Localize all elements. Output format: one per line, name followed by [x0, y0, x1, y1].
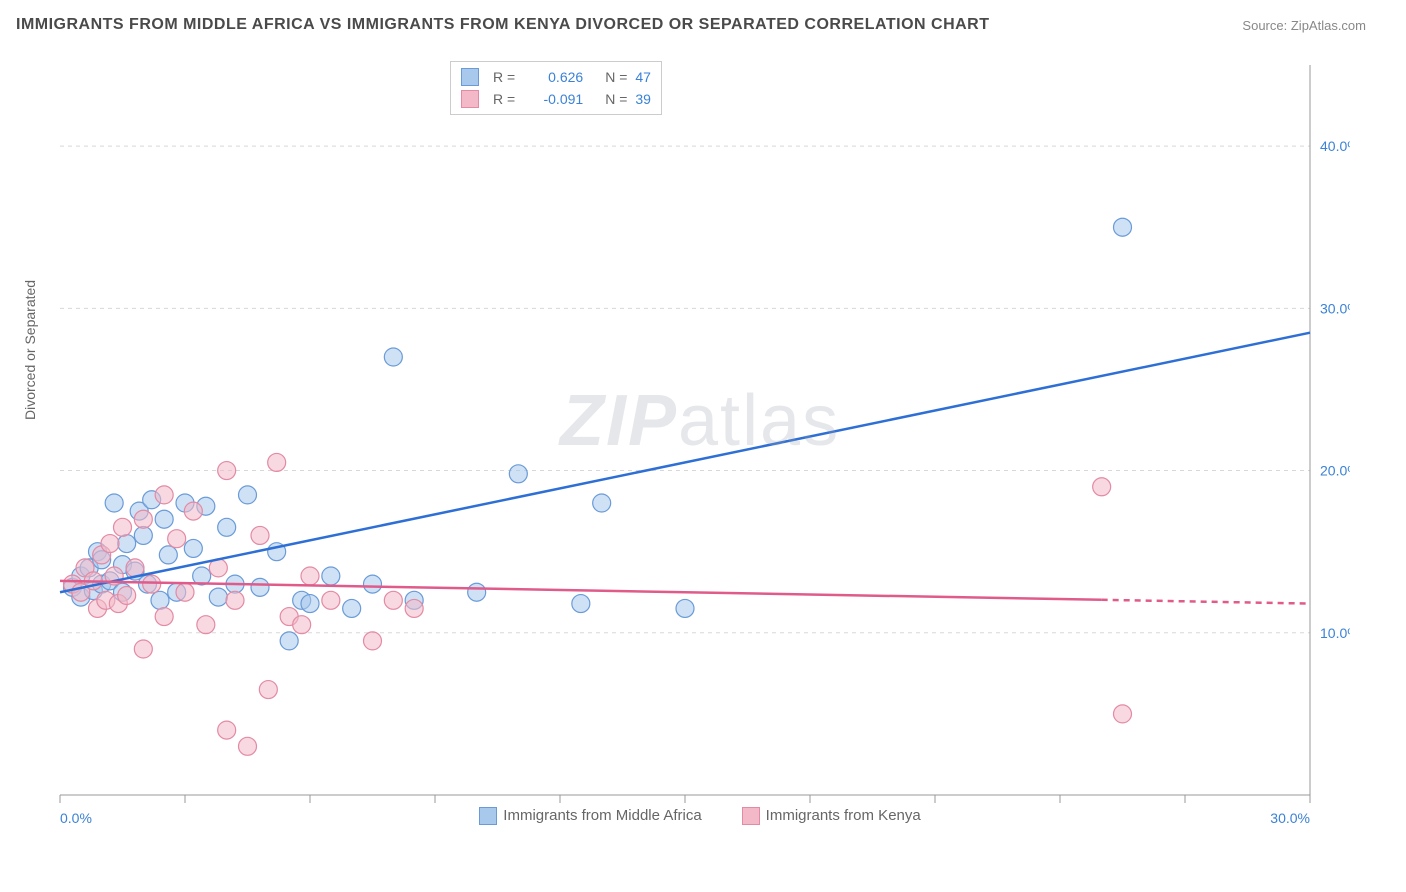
y-axis-label: Divorced or Separated	[22, 280, 38, 420]
svg-text:40.0%: 40.0%	[1320, 138, 1350, 154]
legend-label: Immigrants from Middle Africa	[503, 807, 701, 824]
stats-row: R = 0.626 N = 47	[461, 66, 651, 88]
n-value: 47	[635, 69, 651, 85]
legend-swatch	[742, 807, 760, 825]
source-name: ZipAtlas.com	[1291, 18, 1366, 33]
bottom-legend: Immigrants from Middle Africa Immigrants …	[50, 807, 1350, 825]
chart-title: IMMIGRANTS FROM MIDDLE AFRICA VS IMMIGRA…	[16, 16, 990, 34]
source-label: Source: ZipAtlas.com	[1242, 18, 1366, 33]
n-label: N =	[605, 91, 627, 107]
legend-label: Immigrants from Kenya	[766, 807, 921, 824]
n-label: N =	[605, 69, 627, 85]
legend-swatch	[479, 807, 497, 825]
scatter-chart: 10.0%20.0%30.0%40.0%0.0%30.0%	[50, 55, 1350, 835]
n-value: 39	[635, 91, 651, 107]
source-prefix: Source:	[1242, 18, 1287, 33]
stats-row: R = -0.091 N = 39	[461, 88, 651, 110]
legend-swatch	[461, 68, 479, 86]
r-value: 0.626	[523, 69, 583, 85]
r-label: R =	[493, 91, 515, 107]
legend-item: Immigrants from Kenya	[742, 807, 921, 825]
svg-text:30.0%: 30.0%	[1320, 300, 1350, 316]
svg-text:20.0%: 20.0%	[1320, 463, 1350, 479]
stats-legend-box: R = 0.626 N = 47 R = -0.091 N = 39	[450, 61, 662, 115]
chart-area: 10.0%20.0%30.0%40.0%0.0%30.0% R =0.626N …	[50, 55, 1350, 835]
r-label: R =	[493, 69, 515, 85]
legend-swatch	[461, 90, 479, 108]
r-value: -0.091	[523, 91, 583, 107]
svg-text:10.0%: 10.0%	[1320, 625, 1350, 641]
legend-item: Immigrants from Middle Africa	[479, 807, 701, 825]
